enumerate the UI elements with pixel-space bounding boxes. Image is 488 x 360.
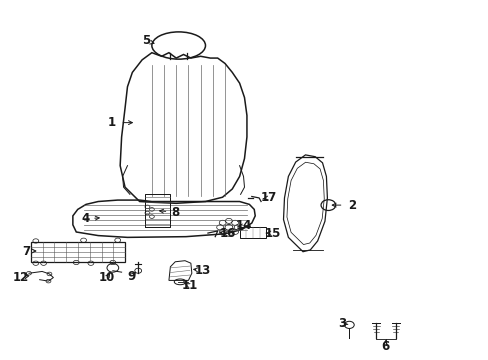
Text: 4: 4	[81, 212, 90, 225]
Text: 12: 12	[13, 271, 29, 284]
Text: 1: 1	[107, 116, 116, 129]
Text: 2: 2	[347, 199, 355, 212]
Text: 8: 8	[171, 206, 179, 219]
Text: 10: 10	[99, 271, 115, 284]
Text: 7: 7	[22, 244, 30, 257]
Text: 17: 17	[260, 192, 276, 204]
Text: 5: 5	[142, 34, 150, 48]
Text: 3: 3	[337, 317, 346, 330]
Text: 16: 16	[219, 227, 235, 240]
Text: 13: 13	[195, 264, 211, 277]
Bar	[239, 226, 266, 238]
Text: 14: 14	[235, 219, 251, 233]
Text: 11: 11	[182, 279, 198, 292]
Bar	[31, 242, 125, 262]
Text: 15: 15	[264, 226, 281, 239]
Text: 9: 9	[127, 270, 135, 283]
Text: 6: 6	[380, 340, 388, 353]
